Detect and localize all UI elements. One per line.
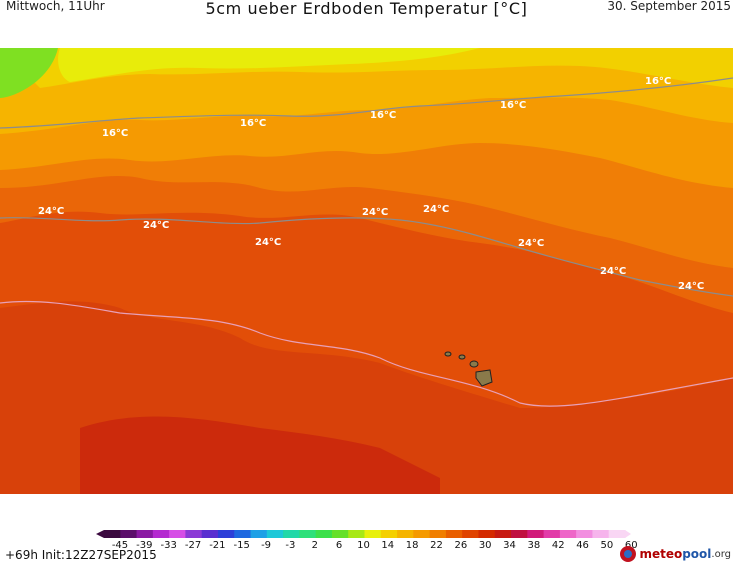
isotherm-label: 16°C: [370, 110, 396, 121]
scale-tick-label: 26: [454, 540, 467, 550]
scale-swatch: [462, 530, 479, 538]
isotherm-label: 24°C: [255, 237, 281, 248]
scale-swatch: [217, 530, 235, 538]
scale-swatch: [494, 530, 512, 538]
scale-swatch: [331, 530, 349, 538]
scale-arrow-right: [625, 530, 631, 538]
scale-tick-label: -33: [161, 540, 177, 550]
model-run-label: +69h Init:12Z27SEP2015: [5, 548, 157, 562]
scale-swatch: [266, 530, 284, 538]
logo-text-tld: .org: [711, 548, 731, 560]
scale-swatch: [413, 530, 431, 538]
logo-text-main: meteo: [639, 547, 683, 561]
island-maui: [469, 360, 479, 368]
isotherm-16: [0, 77, 733, 129]
isotherm-label: 24°C: [143, 220, 169, 231]
scale-swatch: [608, 530, 626, 538]
meteopool-logo-icon: [620, 546, 637, 562]
isotherm-label: 24°C: [518, 238, 544, 249]
scale-swatch: [283, 530, 300, 538]
scale-tick-label: 60: [625, 540, 638, 550]
scale-swatch: [429, 530, 447, 538]
scale-swatch: [397, 530, 414, 538]
scale-swatch: [348, 530, 365, 538]
scale-tick-label: 2: [312, 540, 318, 550]
scale-tick-label: 50: [601, 540, 614, 550]
scale-swatch: [543, 530, 561, 538]
scale-tick-label: 10: [357, 540, 370, 550]
scale-tick-label: 14: [381, 540, 394, 550]
scale-swatch: [559, 530, 577, 538]
isotherm-label: 24°C: [600, 266, 626, 277]
scale-swatch: [169, 530, 186, 538]
scale-swatch: [152, 530, 170, 538]
isotherm-24: [0, 217, 733, 297]
scale-swatch: [185, 530, 203, 538]
scale-swatch: [299, 530, 317, 538]
scale-tick-label: -3: [285, 540, 295, 550]
scale-tick-label: -39: [136, 540, 152, 550]
scale-swatch: [364, 530, 382, 538]
scale-swatch: [315, 530, 333, 538]
color-scale: -45 -39 -33 -27 -21 -15 -9 -3 2 6 10 14 18 22 26 30 34 38…: [0, 526, 733, 566]
island-big-island: [475, 369, 493, 387]
scale-swatch: [380, 530, 398, 538]
scale-swatch: [136, 530, 154, 538]
scale-tick-label: -9: [261, 540, 271, 550]
scale-tick-label: -21: [209, 540, 225, 550]
band-14: [58, 48, 480, 82]
scale-swatch: [527, 530, 545, 538]
scale-swatch: [511, 530, 528, 538]
scale-tick-label: 30: [479, 540, 492, 550]
scale-arrow-left: [96, 530, 104, 538]
scale-swatch: [201, 530, 219, 538]
isotherm-label: 16°C: [500, 100, 526, 111]
forecast-day-label: Mittwoch, 11Uhr: [6, 0, 105, 13]
isotherm-label: 24°C: [423, 204, 449, 215]
scale-swatch: [576, 530, 593, 538]
isotherm-label: 16°C: [102, 128, 128, 139]
forecast-date-label: 30. September 2015: [607, 0, 731, 13]
isotherm-label: 24°C: [362, 207, 388, 218]
isotherm-28: [0, 300, 733, 407]
logo-text-accent: pool: [682, 547, 712, 561]
scale-tick-label: -27: [185, 540, 201, 550]
isotherm-label: 16°C: [645, 76, 671, 87]
scale-tick-label: 34: [503, 540, 516, 550]
scale-swatch: [478, 530, 496, 538]
island-kauai: [444, 351, 452, 357]
scale-swatch: [445, 530, 463, 538]
map-title: 5cm ueber Erdboden Temperatur [°C]: [205, 0, 528, 18]
scale-tick-label: -45: [112, 540, 128, 550]
color-scale-bar: -45 -39 -33 -27 -21 -15 -9 -3 2 6 10 14 18 22 26 30 34 38…: [96, 530, 638, 550]
scale-tick-label: 38: [528, 540, 541, 550]
scale-swatch: [250, 530, 268, 538]
scale-tick-label: 6: [336, 540, 342, 550]
scale-tick-label: -15: [234, 540, 250, 550]
scale-tick-label: 18: [406, 540, 419, 550]
scale-swatch: [592, 530, 610, 538]
isotherm-label: 24°C: [678, 281, 704, 292]
band-28: [80, 416, 440, 494]
isotherm-label: 24°C: [38, 206, 64, 217]
scale-swatch: [234, 530, 252, 538]
isotherm-label: 16°C: [240, 118, 266, 129]
hawaii-islands: [444, 351, 493, 387]
meteopool-logo[interactable]: meteo pool .org: [620, 544, 731, 564]
band-10: [0, 48, 58, 98]
scale-tick-label: 46: [576, 540, 589, 550]
island-oahu: [458, 354, 466, 360]
scale-swatch: [120, 530, 138, 538]
scale-tick-label: 42: [552, 540, 565, 550]
scale-swatch: [104, 530, 121, 538]
scale-tick-label: 22: [430, 540, 443, 550]
temperature-map: 16°C 16°C 16°C 16°C 16°C 24°C 24°C 24°C …: [0, 48, 733, 494]
